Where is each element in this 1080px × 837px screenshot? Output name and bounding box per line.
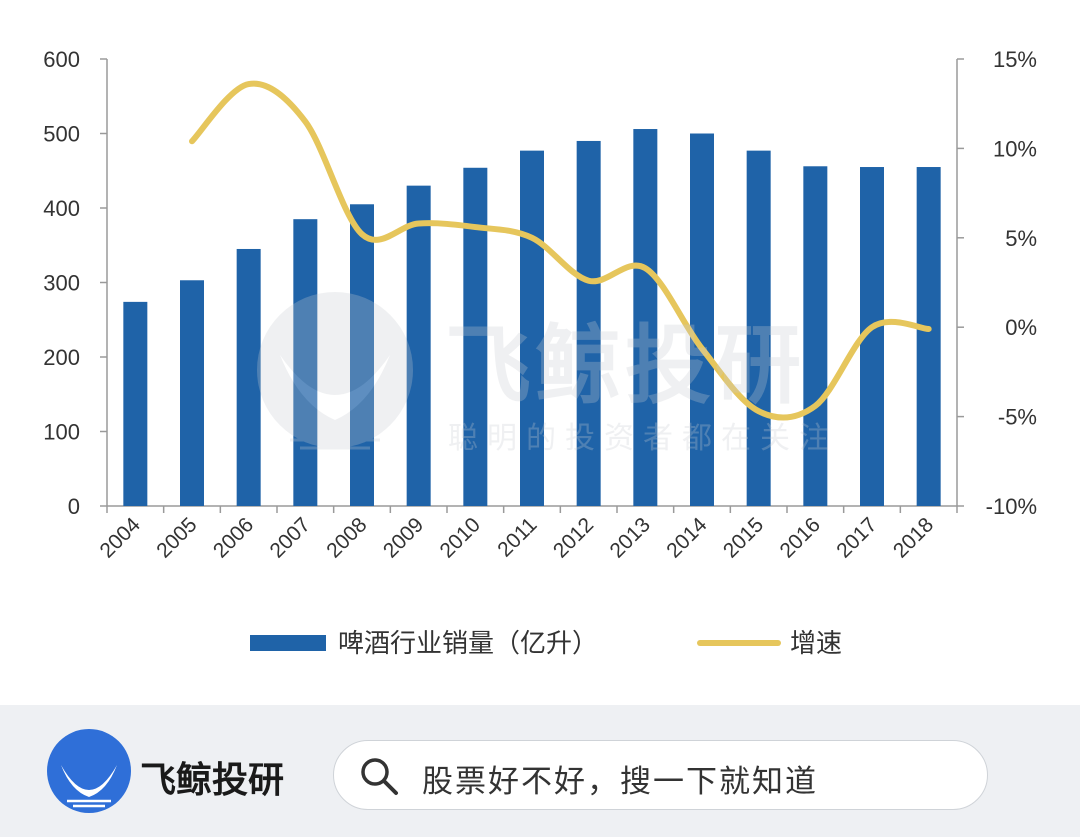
bar	[576, 140, 601, 506]
bar	[633, 129, 658, 506]
x-tick-label: 2006	[209, 513, 258, 562]
bar	[803, 166, 828, 506]
brand-logo[interactable]	[47, 729, 131, 813]
bar	[916, 167, 941, 506]
y-left-tick-label: 300	[43, 271, 80, 296]
legend: 啤酒行业销量（亿升） 增速	[250, 628, 842, 658]
x-tick-label: 2014	[662, 513, 712, 563]
x-tick-label: 2013	[606, 513, 655, 562]
x-tick-label: 2017	[832, 513, 881, 562]
bar	[746, 150, 771, 506]
combo-chart: 0 100 200 300 400 500 600 -10% -5% 0% 5% 10% 15% 2004…	[43, 47, 1037, 658]
y-left-tick-label: 600	[43, 47, 80, 72]
footer-bar: 飞鲸投研 股票好不好，搜一下就知道	[0, 705, 1080, 837]
y-left-tick-label: 400	[43, 196, 80, 221]
legend-line-label: 增速	[790, 628, 842, 658]
x-tick-label: 2010	[436, 513, 485, 562]
bar	[690, 133, 714, 506]
line-series	[189, 80, 932, 421]
y-left-tick-label: 200	[43, 345, 80, 370]
y-right-tick-label: 15%	[993, 47, 1037, 72]
bar	[350, 204, 374, 506]
x-tick-label: 2005	[152, 513, 201, 562]
brand-name: 飞鲸投研	[140, 760, 285, 801]
x-tick-label: 2009	[379, 513, 428, 562]
x-tick-label: 2018	[889, 513, 938, 562]
whale-tail-icon	[61, 765, 117, 808]
legend-bar-swatch	[250, 635, 326, 651]
x-tick-label: 2012	[549, 513, 598, 562]
search-icon	[361, 758, 398, 795]
bar	[236, 248, 261, 506]
bar	[520, 150, 544, 506]
y-right-tick-label: 10%	[993, 136, 1037, 161]
x-tick-label: 2015	[719, 513, 768, 562]
bar	[123, 301, 148, 506]
y-right-tick-label: 0%	[1005, 315, 1037, 340]
legend-bar-label: 啤酒行业销量（亿升）	[338, 628, 598, 658]
chart-area: 0 100 200 300 400 500 600 -10% -5% 0% 5% 10% 15% 2004…	[43, 47, 1037, 658]
bar	[180, 280, 204, 506]
search-placeholder: 股票好不好，搜一下就知道	[422, 764, 818, 800]
y-left-tick-label: 0	[68, 494, 80, 519]
y-left-tick-label: 100	[43, 420, 80, 445]
bar	[293, 219, 318, 507]
x-tick-label: 2011	[493, 513, 541, 561]
x-tick-label: 2016	[776, 513, 825, 562]
bar	[406, 185, 431, 506]
x-tick-label: 2004	[96, 513, 146, 563]
y-right-tick-label: -5%	[998, 405, 1037, 430]
x-tick-label: 2008	[322, 513, 371, 562]
y-right-tick-label: 5%	[1005, 226, 1037, 251]
bar	[463, 167, 488, 506]
search-input[interactable]: 股票好不好，搜一下就知道	[333, 740, 988, 810]
growth-line	[189, 80, 932, 421]
y-right-tick-label: -10%	[986, 494, 1037, 519]
bar-series	[123, 129, 941, 507]
x-tick-label: 2007	[266, 513, 315, 562]
y-left-tick-label: 500	[43, 122, 80, 147]
